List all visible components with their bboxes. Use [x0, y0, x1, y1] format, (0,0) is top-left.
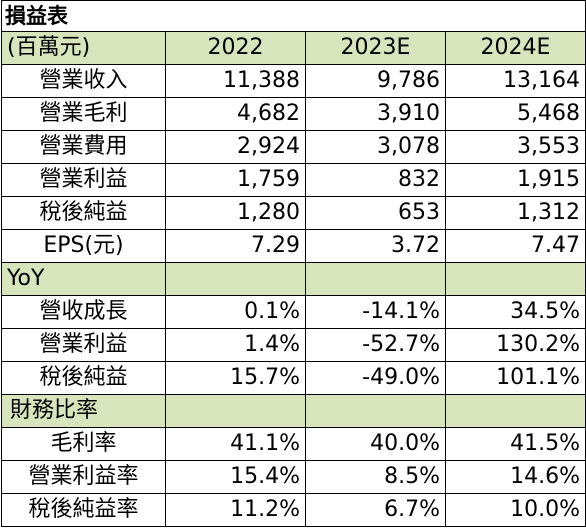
value-cell[interactable]: 832	[305, 163, 446, 197]
section-row-yoy: YoY	[1, 262, 586, 296]
table-row-gross-profit: 營業毛利 4,682 3,910 5,468	[1, 97, 586, 131]
empty-cell[interactable]	[305, 394, 446, 428]
value-cell[interactable]: 14.6%	[445, 460, 586, 494]
table-row-operating-margin: 營業利益率 15.4% 8.5% 14.6%	[1, 460, 586, 494]
unit-label-cell[interactable]: (百萬元)	[1, 31, 166, 65]
value-cell[interactable]: 34.5%	[445, 295, 586, 329]
value-cell[interactable]: 11,388	[165, 64, 306, 98]
empty-cell[interactable]	[305, 262, 446, 296]
row-label-cell[interactable]: 營業利益	[1, 163, 166, 197]
value-cell[interactable]: 13,164	[445, 64, 586, 98]
value-cell[interactable]: 11.2%	[165, 493, 306, 527]
value-cell[interactable]: -52.7%	[305, 328, 446, 362]
value-cell[interactable]: 41.5%	[445, 427, 586, 461]
title-row: 損益表	[1, 0, 586, 32]
table-row-net-income-growth: 稅後純益 15.7% -49.0% 101.1%	[1, 361, 586, 395]
row-label-cell[interactable]: 營收成長	[1, 295, 166, 329]
value-cell[interactable]: 3,910	[305, 97, 446, 131]
table-row-operating-income-growth: 營業利益 1.4% -52.7% 130.2%	[1, 328, 586, 362]
empty-cell[interactable]	[445, 262, 586, 296]
value-cell[interactable]: 1,759	[165, 163, 306, 197]
value-cell[interactable]: 5,468	[445, 97, 586, 131]
table-row-revenue-growth: 營收成長 0.1% -14.1% 34.5%	[1, 295, 586, 329]
section-label-yoy[interactable]: YoY	[1, 262, 166, 296]
row-label-cell[interactable]: 營業毛利	[1, 97, 166, 131]
table-title[interactable]: 損益表	[1, 0, 586, 32]
row-label-cell[interactable]: 稅後純益率	[1, 493, 166, 527]
row-label-cell[interactable]: 營業收入	[1, 64, 166, 98]
value-cell[interactable]: 1,280	[165, 196, 306, 230]
value-cell[interactable]: 41.1%	[165, 427, 306, 461]
value-cell[interactable]: 101.1%	[445, 361, 586, 395]
table-row-net-margin: 稅後純益率 11.2% 6.7% 10.0%	[1, 493, 586, 527]
empty-cell[interactable]	[165, 394, 306, 428]
value-cell[interactable]: 40.0%	[305, 427, 446, 461]
value-cell[interactable]: 10.0%	[445, 493, 586, 527]
table-row-operating-income: 營業利益 1,759 832 1,915	[1, 163, 586, 197]
year-header-2024e[interactable]: 2024E	[445, 31, 586, 65]
row-label-cell[interactable]: EPS(元)	[1, 229, 166, 263]
table-row-net-income: 稅後純益 1,280 653 1,312	[1, 196, 586, 230]
value-cell[interactable]: 4,682	[165, 97, 306, 131]
table-row-eps: EPS(元) 7.29 3.72 7.47	[1, 229, 586, 263]
value-cell[interactable]: -14.1%	[305, 295, 446, 329]
value-cell[interactable]: 653	[305, 196, 446, 230]
row-label-cell[interactable]: 營業費用	[1, 130, 166, 164]
value-cell[interactable]: 0.1%	[165, 295, 306, 329]
value-cell[interactable]: -49.0%	[305, 361, 446, 395]
value-cell[interactable]: 3,078	[305, 130, 446, 164]
value-cell[interactable]: 1,312	[445, 196, 586, 230]
value-cell[interactable]: 130.2%	[445, 328, 586, 362]
value-cell[interactable]: 6.7%	[305, 493, 446, 527]
table-row-operating-expense: 營業費用 2,924 3,078 3,553	[1, 130, 586, 164]
section-row-ratios: 財務比率	[1, 394, 586, 428]
table-row-revenue: 營業收入 11,388 9,786 13,164	[1, 64, 586, 98]
header-row: (百萬元) 2022 2023E 2024E	[1, 31, 586, 65]
table-row-gross-margin: 毛利率 41.1% 40.0% 41.5%	[1, 427, 586, 461]
year-header-2023e[interactable]: 2023E	[305, 31, 446, 65]
value-cell[interactable]: 1,915	[445, 163, 586, 197]
value-cell[interactable]: 2,924	[165, 130, 306, 164]
value-cell[interactable]: 1.4%	[165, 328, 306, 362]
row-label-cell[interactable]: 毛利率	[1, 427, 166, 461]
row-label-cell[interactable]: 稅後純益	[1, 196, 166, 230]
year-header-2022[interactable]: 2022	[165, 31, 306, 65]
value-cell[interactable]: 7.29	[165, 229, 306, 263]
value-cell[interactable]: 15.7%	[165, 361, 306, 395]
value-cell[interactable]: 7.47	[445, 229, 586, 263]
row-label-cell[interactable]: 營業利益	[1, 328, 166, 362]
empty-cell[interactable]	[445, 394, 586, 428]
value-cell[interactable]: 8.5%	[305, 460, 446, 494]
empty-cell[interactable]	[165, 262, 306, 296]
row-label-cell[interactable]: 營業利益率	[1, 460, 166, 494]
value-cell[interactable]: 3,553	[445, 130, 586, 164]
value-cell[interactable]: 15.4%	[165, 460, 306, 494]
value-cell[interactable]: 9,786	[305, 64, 446, 98]
row-label-cell[interactable]: 稅後純益	[1, 361, 166, 395]
value-cell[interactable]: 3.72	[305, 229, 446, 263]
section-label-ratios[interactable]: 財務比率	[1, 394, 166, 428]
